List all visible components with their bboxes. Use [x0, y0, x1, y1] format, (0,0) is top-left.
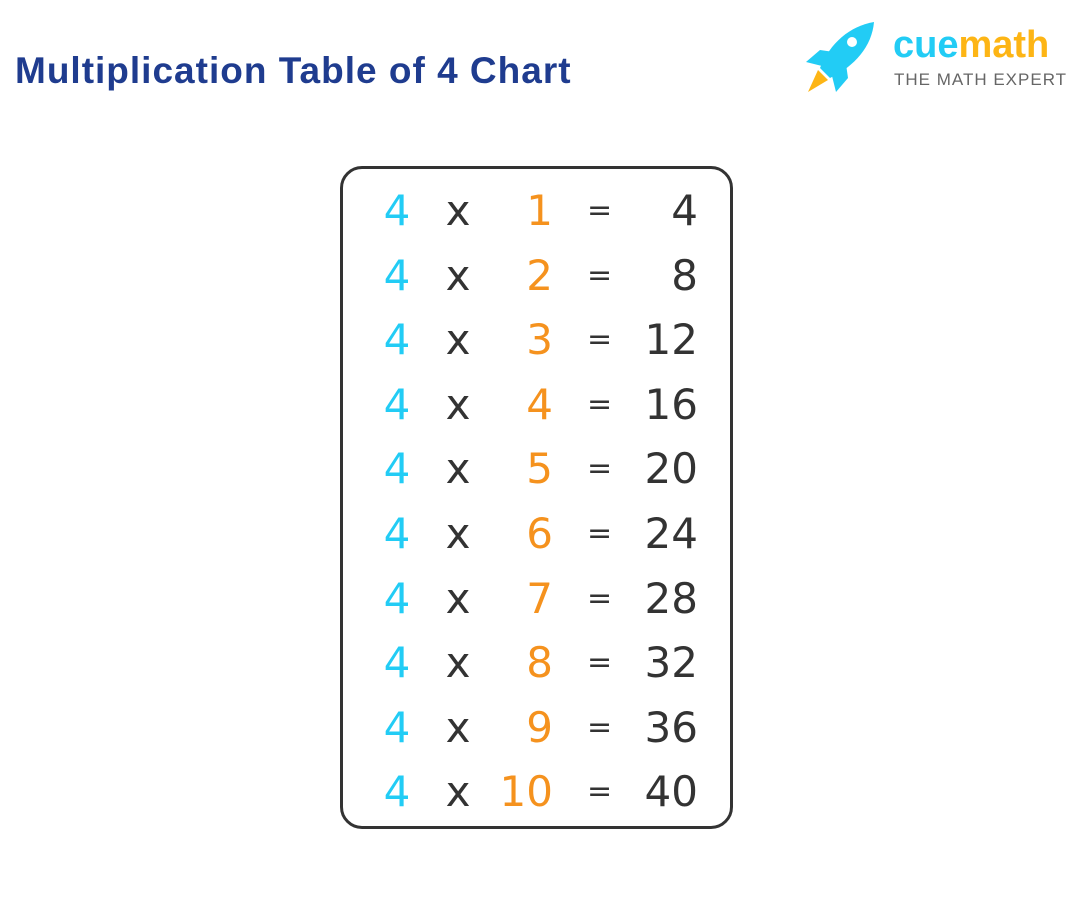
table-row: 4 x 7 = 28: [343, 569, 730, 629]
table-row: 4 x 3 = 12: [343, 310, 730, 370]
table-row: 4 x 4 = 16: [343, 375, 730, 435]
table-row: 4 x 10 = 40: [343, 762, 730, 822]
table-row: 4 x 8 = 32: [343, 633, 730, 693]
multiplier: 9: [526, 702, 553, 752]
product: 40: [644, 767, 698, 817]
product: 8: [671, 250, 698, 300]
product: 24: [644, 509, 698, 558]
multiplier: 2: [526, 250, 553, 300]
product: 4: [671, 186, 698, 235]
equals-sign: =: [587, 709, 613, 745]
multiplicand: 4: [383, 444, 411, 494]
table-row: 4 x 5 = 20: [343, 439, 730, 499]
equals-sign: =: [587, 451, 613, 487]
multiplier: 8: [526, 638, 553, 688]
page-title: Multiplication Table of 4 Chart: [15, 50, 572, 91]
multiplication-table: 4 x 1 = 4 4 x 2 = 8 4 x 3 = 12 4 x 4 = 16 4 x 5 = 20 4 x 6 = 24 4 x 7 = 28…: [340, 166, 733, 829]
multiplicand: 4: [383, 509, 411, 558]
times-sign: x: [445, 315, 471, 365]
equals-sign: =: [587, 193, 613, 228]
product: 20: [644, 444, 698, 494]
equals-sign: =: [587, 580, 613, 616]
multiplier: 6: [526, 509, 553, 558]
times-sign: x: [445, 379, 471, 429]
product: 32: [644, 638, 698, 688]
times-sign: x: [445, 509, 471, 558]
product: 12: [644, 315, 698, 365]
brand-name: cuemath: [893, 24, 1049, 67]
multiplicand: 4: [383, 702, 411, 752]
times-sign: x: [445, 638, 471, 688]
times-sign: x: [445, 444, 471, 494]
multiplicand: 4: [383, 573, 411, 623]
rocket-icon: [806, 22, 874, 92]
product: 16: [644, 379, 698, 429]
multiplicand: 4: [383, 250, 411, 300]
equals-sign: =: [587, 645, 613, 681]
multiplier: 5: [526, 444, 553, 494]
multiplicand: 4: [383, 186, 411, 235]
brand-cue: cue: [893, 24, 959, 66]
product: 28: [644, 573, 698, 623]
times-sign: x: [445, 702, 471, 752]
multiplier: 7: [526, 573, 553, 623]
equals-sign: =: [587, 322, 613, 358]
times-sign: x: [445, 767, 471, 817]
multiplicand: 4: [383, 638, 411, 688]
tagline: THE MATH EXPERT: [894, 70, 1068, 89]
multiplier: 10: [499, 767, 553, 817]
equals-sign: =: [587, 774, 613, 810]
equals-sign: =: [587, 386, 613, 422]
equals-sign: =: [587, 516, 613, 551]
cuemath-logo: cuemath THE MATH EXPERT: [800, 18, 1070, 98]
multiplier: 1: [526, 186, 553, 235]
times-sign: x: [445, 250, 471, 300]
times-sign: x: [445, 186, 471, 235]
product: 36: [644, 702, 698, 752]
table-row: 4 x 2 = 8: [343, 246, 730, 306]
multiplicand: 4: [383, 379, 411, 429]
times-sign: x: [445, 573, 471, 623]
multiplicand: 4: [383, 315, 411, 365]
multiplier: 3: [526, 315, 553, 365]
multiplicand: 4: [383, 767, 411, 817]
table-row: 4 x 1 = 4: [343, 181, 730, 241]
multiplier: 4: [526, 379, 553, 429]
table-row: 4 x 6 = 24: [343, 504, 730, 564]
equals-sign: =: [587, 257, 613, 293]
brand-math: math: [958, 24, 1050, 66]
table-row: 4 x 9 = 36: [343, 698, 730, 758]
